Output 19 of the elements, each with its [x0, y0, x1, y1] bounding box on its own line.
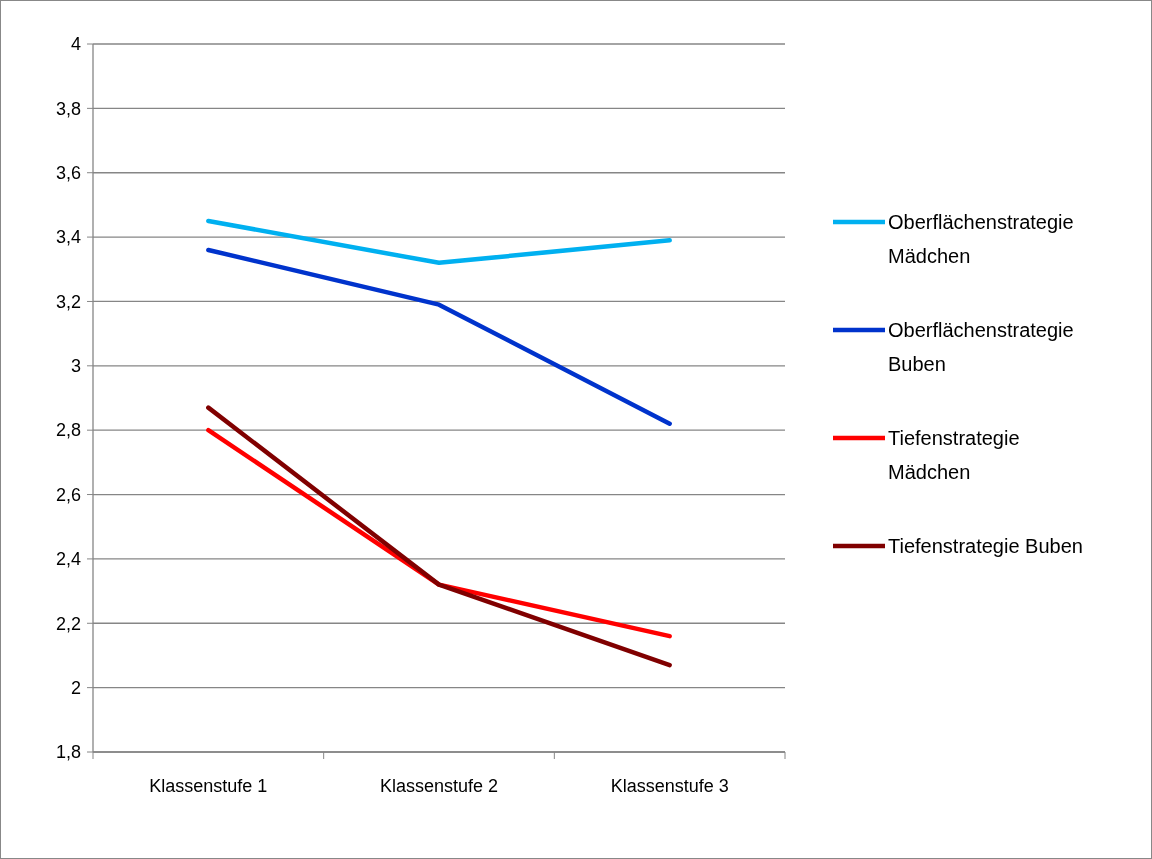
x-tick-label: Klassenstufe 3 [610, 776, 729, 796]
x-tick-label: Klassenstufe 1 [149, 776, 268, 796]
y-tick-label: 2,4 [55, 549, 81, 570]
legend-label: Tiefenstrategie Buben [888, 535, 1083, 557]
y-tick-label: 3,6 [55, 163, 81, 184]
y-tick-label: 2 [70, 677, 81, 698]
y-tick-label: 3,2 [55, 291, 81, 312]
y-tick-label: 2,2 [55, 613, 81, 634]
y-tick-label: 2,8 [55, 420, 81, 441]
y-tick-label: 3,4 [55, 227, 81, 248]
legend-label: Tiefenstrategie Mädchen [888, 427, 1020, 483]
y-tick-label: 4 [70, 34, 81, 55]
y-tick-label: 3,8 [55, 98, 81, 119]
y-tick-label: 1,8 [55, 742, 81, 763]
legend-label: Oberflächenstrategie Mädchen [888, 211, 1074, 267]
y-tick-label: 3 [70, 356, 81, 377]
x-tick-label: Klassenstufe 2 [379, 776, 499, 796]
y-tick-label: 2,6 [55, 484, 81, 505]
legend-label: Oberflächenstrategie Buben [888, 319, 1074, 375]
